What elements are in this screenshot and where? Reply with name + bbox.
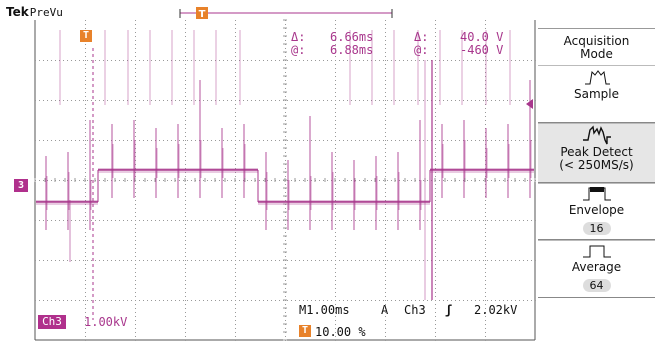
volt-at-symbol: @: <box>414 43 429 57</box>
selection-arrow-icon <box>526 99 533 109</box>
graticule-grid <box>34 19 536 341</box>
record-view-bar: T <box>179 7 393 20</box>
trigger-marker: T <box>80 30 92 42</box>
envelope-icon <box>582 187 611 201</box>
average-count: 64 <box>582 279 611 292</box>
ch3-waveform <box>36 30 534 300</box>
trigger-source: Ch3 <box>404 303 426 317</box>
average-label: Average <box>571 260 622 274</box>
trigger-label: A <box>381 303 389 317</box>
volt-at-value: -460 V <box>460 43 504 57</box>
svg-text:T: T <box>199 9 206 20</box>
time-delta-value: 6.66ms <box>330 30 374 44</box>
time-at-symbol: @: <box>291 43 306 57</box>
peak-detect-rate: (< 250MS/s) <box>559 158 634 172</box>
peak-detect-button[interactable]: Peak Detect (< 250MS/s) <box>538 123 655 183</box>
volt-delta-value: 40.0 V <box>460 30 504 44</box>
trigger-level: 2.02kV <box>474 303 518 317</box>
sample-label: Sample <box>574 87 619 101</box>
time-delta-symbol: Δ: <box>291 30 306 44</box>
ch3-label-box: Ch3 <box>38 315 66 329</box>
envelope-count: 16 <box>582 222 611 235</box>
menu-title: Acquisition Mode <box>538 28 655 63</box>
envelope-label: Envelope <box>568 203 625 217</box>
trigger-slope-icon: ʃ <box>445 303 453 317</box>
ch3-ground-marker: 3 <box>14 179 28 192</box>
envelope-button[interactable]: Envelope 16 <box>538 183 655 240</box>
sample-icon <box>584 70 610 85</box>
acquisition-mode-menu: Acquisition Mode Sample Peak Detect (< 2… <box>538 28 655 345</box>
time-at-value: 6.88ms <box>330 43 374 57</box>
volt-delta-symbol: Δ: <box>414 30 429 44</box>
trigger-position-readout: 10.00 % <box>315 325 366 339</box>
average-button[interactable]: Average 64 <box>538 240 655 298</box>
ch3-scale: 1.00kV <box>84 315 128 329</box>
timebase-readout: M1.00ms <box>299 303 350 317</box>
peak-detect-icon <box>582 125 611 145</box>
trigger-position-icon: T <box>299 325 311 337</box>
average-icon <box>582 245 611 258</box>
sample-button[interactable]: Sample <box>538 65 655 123</box>
brand-label: TekPreVu <box>6 5 63 19</box>
peak-detect-label: Peak Detect <box>560 145 633 159</box>
